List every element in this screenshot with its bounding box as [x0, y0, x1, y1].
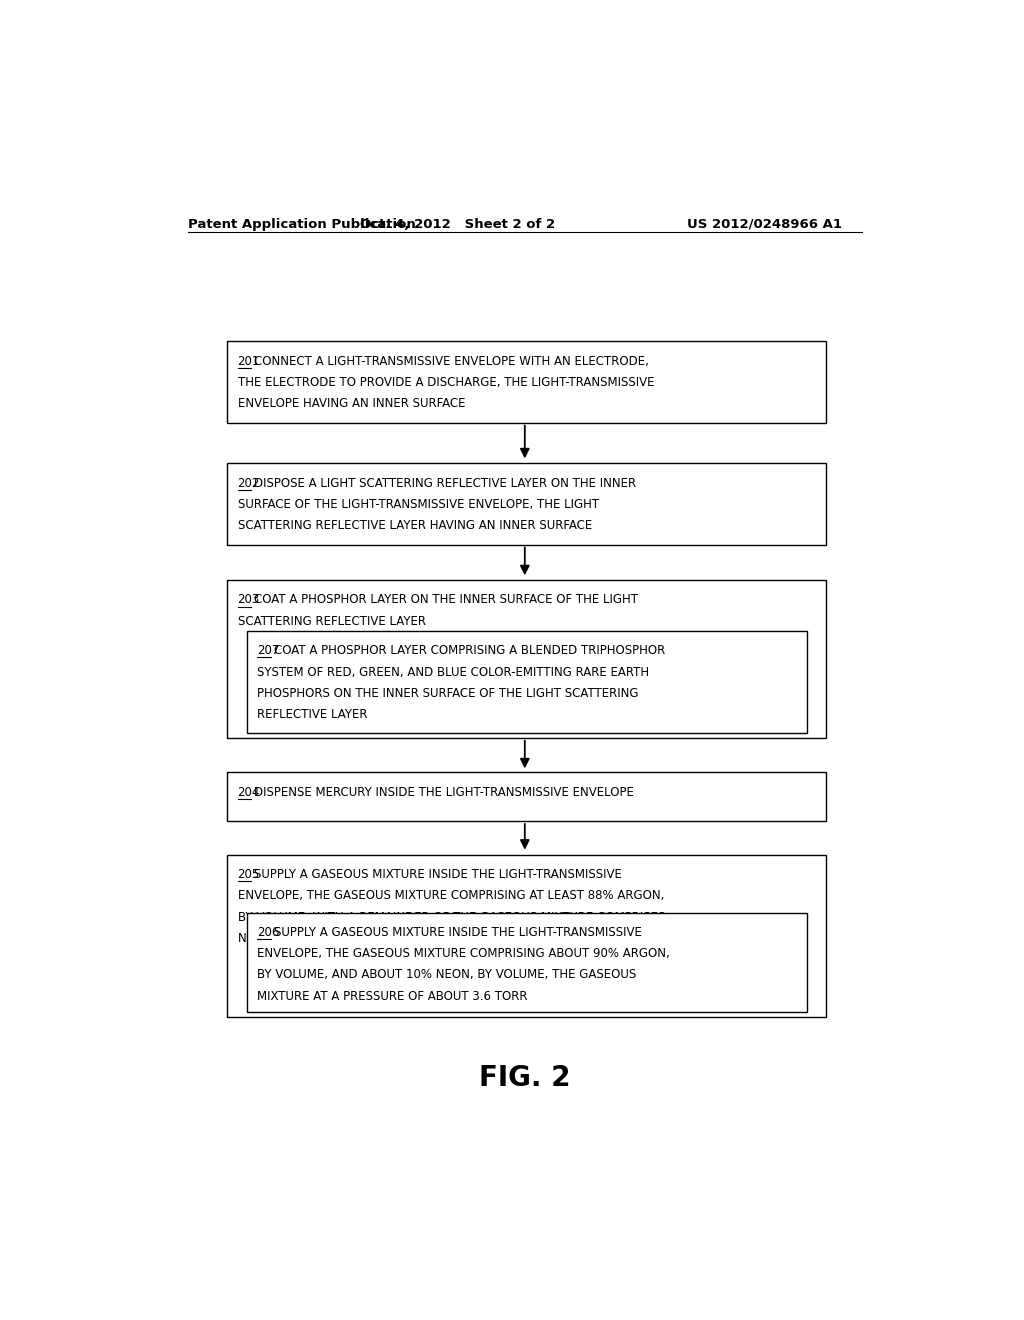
Bar	[247, 912, 807, 1012]
Text: 203: 203	[238, 594, 260, 606]
Text: 204: 204	[238, 785, 260, 799]
Bar	[227, 772, 826, 821]
Text: SUPPLY A GASEOUS MIXTURE INSIDE THE LIGHT-TRANSMISSIVE: SUPPLY A GASEOUS MIXTURE INSIDE THE LIGH…	[255, 867, 623, 880]
Text: ENVELOPE, THE GASEOUS MIXTURE COMPRISING ABOUT 90% ARGON,: ENVELOPE, THE GASEOUS MIXTURE COMPRISING…	[257, 948, 670, 960]
Bar	[227, 342, 826, 422]
Text: MIXTURE AT A PRESSURE OF ABOUT 3.6 TORR: MIXTURE AT A PRESSURE OF ABOUT 3.6 TORR	[257, 990, 527, 1003]
Text: FIG. 2: FIG. 2	[479, 1064, 570, 1092]
Text: COAT A PHOSPHOR LAYER COMPRISING A BLENDED TRIPHOSPHOR: COAT A PHOSPHOR LAYER COMPRISING A BLEND…	[274, 644, 666, 657]
Text: 207: 207	[257, 644, 280, 657]
Text: 206: 206	[257, 925, 280, 939]
Text: CONNECT A LIGHT-TRANSMISSIVE ENVELOPE WITH AN ELECTRODE,: CONNECT A LIGHT-TRANSMISSIVE ENVELOPE WI…	[255, 355, 649, 367]
Text: COAT A PHOSPHOR LAYER ON THE INNER SURFACE OF THE LIGHT: COAT A PHOSPHOR LAYER ON THE INNER SURFA…	[255, 594, 639, 606]
Text: Patent Application Publication: Patent Application Publication	[187, 218, 416, 231]
Text: SURFACE OF THE LIGHT-TRANSMISSIVE ENVELOPE, THE LIGHT: SURFACE OF THE LIGHT-TRANSMISSIVE ENVELO…	[238, 498, 599, 511]
Text: PHOSPHORS ON THE INNER SURFACE OF THE LIGHT SCATTERING: PHOSPHORS ON THE INNER SURFACE OF THE LI…	[257, 686, 639, 700]
Text: 205: 205	[238, 867, 260, 880]
Text: BY VOLUME, AND ABOUT 10% NEON, BY VOLUME, THE GASEOUS: BY VOLUME, AND ABOUT 10% NEON, BY VOLUME…	[257, 969, 637, 982]
Bar	[227, 854, 826, 1018]
Text: Oct. 4, 2012   Sheet 2 of 2: Oct. 4, 2012 Sheet 2 of 2	[359, 218, 555, 231]
Text: THE ELECTRODE TO PROVIDE A DISCHARGE, THE LIGHT-TRANSMISSIVE: THE ELECTRODE TO PROVIDE A DISCHARGE, TH…	[238, 376, 654, 389]
Text: 201: 201	[238, 355, 260, 367]
Text: 202: 202	[238, 477, 260, 490]
Text: SCATTERING REFLECTIVE LAYER HAVING AN INNER SURFACE: SCATTERING REFLECTIVE LAYER HAVING AN IN…	[238, 519, 592, 532]
Text: US 2012/0248966 A1: US 2012/0248966 A1	[687, 218, 842, 231]
Text: REFLECTIVE LAYER: REFLECTIVE LAYER	[257, 709, 368, 721]
Text: ENVELOPE, THE GASEOUS MIXTURE COMPRISING AT LEAST 88% ARGON,: ENVELOPE, THE GASEOUS MIXTURE COMPRISING…	[238, 890, 664, 902]
Text: DISPENSE MERCURY INSIDE THE LIGHT-TRANSMISSIVE ENVELOPE: DISPENSE MERCURY INSIDE THE LIGHT-TRANSM…	[255, 785, 635, 799]
Text: ENVELOPE HAVING AN INNER SURFACE: ENVELOPE HAVING AN INNER SURFACE	[238, 397, 465, 411]
Text: SUPPLY A GASEOUS MIXTURE INSIDE THE LIGHT-TRANSMISSIVE: SUPPLY A GASEOUS MIXTURE INSIDE THE LIGH…	[274, 925, 642, 939]
Bar	[227, 581, 826, 738]
Bar	[247, 631, 807, 733]
Text: SCATTERING REFLECTIVE LAYER: SCATTERING REFLECTIVE LAYER	[238, 615, 426, 628]
Text: DISPOSE A LIGHT SCATTERING REFLECTIVE LAYER ON THE INNER: DISPOSE A LIGHT SCATTERING REFLECTIVE LA…	[255, 477, 637, 490]
Text: NEON, THE GASEOUS MIXTURE AT A LOW PRESSURE: NEON, THE GASEOUS MIXTURE AT A LOW PRESS…	[238, 932, 545, 945]
Text: SYSTEM OF RED, GREEN, AND BLUE COLOR-EMITTING RARE EARTH: SYSTEM OF RED, GREEN, AND BLUE COLOR-EMI…	[257, 665, 649, 678]
Bar	[227, 463, 826, 545]
Text: BY VOLUME, WITH A REMAINDER OF THE GASEOUS MIXTURE COMPRISES: BY VOLUME, WITH A REMAINDER OF THE GASEO…	[238, 911, 665, 924]
